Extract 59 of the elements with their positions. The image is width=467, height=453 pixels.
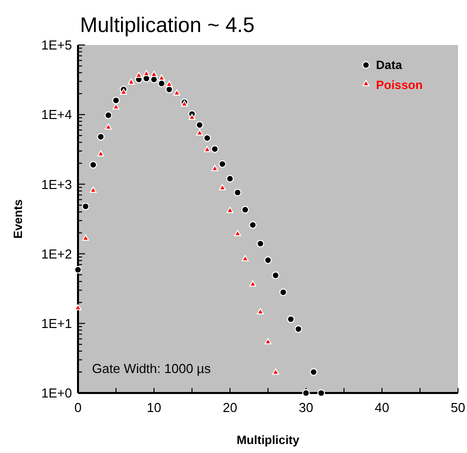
point <box>97 150 104 156</box>
x-tick-label: 40 <box>374 400 390 415</box>
point <box>74 266 82 274</box>
point <box>234 188 242 196</box>
x-tick-label: 0 <box>74 400 82 415</box>
point <box>211 164 218 172</box>
y-tick-label: 1E+2 <box>41 246 72 262</box>
annotation: Gate Width: 1000 µs <box>92 361 212 376</box>
point <box>173 89 180 96</box>
x-axis-title: Multiplicity <box>236 433 300 447</box>
point <box>279 288 287 296</box>
point <box>112 103 120 110</box>
y-tick-label: 1E+1 <box>41 316 72 331</box>
point <box>241 206 249 214</box>
point <box>226 174 234 182</box>
point <box>196 129 204 136</box>
x-tick-label: 20 <box>222 400 238 415</box>
x-tick-label: 30 <box>298 400 314 415</box>
point <box>287 315 295 323</box>
point <box>89 161 97 169</box>
point <box>120 88 128 95</box>
point <box>256 240 264 248</box>
chart-title: Multiplication ~ 4.5 <box>80 14 255 37</box>
point <box>135 72 142 78</box>
x-tick-label: 10 <box>146 400 162 415</box>
y-tick-label: 1E+3 <box>41 176 72 192</box>
point <box>264 256 272 264</box>
point <box>218 160 226 168</box>
point <box>82 202 90 210</box>
point <box>104 123 112 130</box>
point <box>203 134 211 142</box>
point <box>310 368 318 376</box>
y-tick-label: 1E+4 <box>41 107 72 122</box>
point <box>204 146 211 152</box>
point <box>317 389 325 397</box>
legend-label: Poisson <box>376 78 423 92</box>
point <box>294 325 302 333</box>
legend-label: Data <box>376 58 402 72</box>
point <box>218 184 226 190</box>
point <box>196 121 204 129</box>
point <box>166 80 173 87</box>
point <box>128 78 135 85</box>
y-tick-label: 1E+5 <box>41 38 72 53</box>
point <box>158 80 166 88</box>
point <box>211 145 219 153</box>
x-tick-label: 50 <box>450 400 466 415</box>
point <box>249 221 257 229</box>
point <box>97 132 105 141</box>
y-axis-title: Events <box>11 199 25 239</box>
point <box>188 114 196 120</box>
point <box>104 111 112 120</box>
point <box>272 272 280 280</box>
point <box>90 186 97 193</box>
point <box>302 389 310 397</box>
point <box>150 70 158 77</box>
point <box>112 96 120 104</box>
y-tick-label: 1E+0 <box>41 386 72 401</box>
point <box>142 70 150 76</box>
point <box>158 74 166 81</box>
